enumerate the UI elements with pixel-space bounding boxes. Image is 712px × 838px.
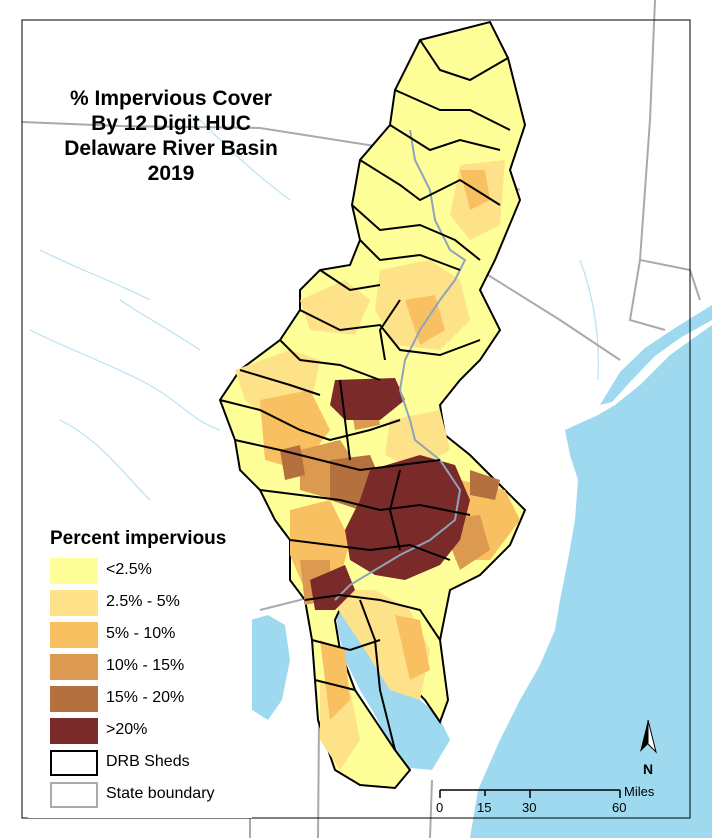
north-label: N [643, 761, 653, 777]
map-frame [21, 19, 691, 819]
legend-swatch [50, 654, 98, 680]
long-island-sound [600, 305, 712, 405]
legend-label: 10% - 15% [106, 657, 185, 674]
scale-tick-15: 15 [477, 800, 491, 815]
map-title: % Impervious Cover By 12 Digit HUC Delaw… [36, 86, 306, 186]
scale-unit: Miles [624, 784, 655, 799]
legend-label: >20% [106, 721, 148, 738]
legend-item-15-to-20: 15% - 20% [50, 686, 250, 716]
legend-item-10-to-15: 10% - 15% [50, 654, 250, 684]
legend-swatch [50, 718, 98, 744]
delaware-river [334, 129, 467, 601]
legend-label: 15% - 20% [106, 689, 185, 706]
legend-swatch [50, 686, 98, 712]
scale-tick-0: 0 [436, 800, 443, 815]
legend-title: Percent impervious [50, 528, 227, 549]
legend-item-lt-2-5: <2.5% [50, 558, 250, 588]
title-line-1: % Impervious Cover [70, 87, 272, 110]
chesapeake-water [250, 615, 290, 720]
north-arrow-icon: N [640, 719, 657, 777]
legend: Percent impervious <2.5% 2.5% - 5% 5% - … [28, 520, 252, 818]
legend-label: DRB Sheds [106, 753, 190, 770]
title-line-4: 2019 [147, 162, 195, 185]
legend-swatch [50, 782, 98, 808]
legend-item-state-boundary: State boundary [50, 782, 250, 812]
legend-swatch [50, 558, 98, 584]
legend-swatch [50, 750, 98, 776]
legend-item-2-5-to-5: 2.5% - 5% [50, 590, 250, 620]
scale-tick-30: 30 [522, 800, 536, 815]
atlantic-ocean [470, 325, 712, 838]
streams [29, 119, 600, 501]
legend-label: State boundary [106, 785, 215, 802]
legend-swatch [50, 622, 98, 648]
title-line-3: Delaware River Basin [64, 137, 278, 160]
drb-sheds [219, 39, 511, 751]
scale-bar: 0 15 30 60 Miles [436, 784, 655, 815]
legend-swatch [50, 590, 98, 616]
legend-label: 2.5% - 5% [106, 593, 180, 610]
title-line-2: By 12 Digit HUC [91, 112, 251, 135]
legend-item-drb-sheds: DRB Sheds [50, 750, 250, 780]
legend-item-5-to-10: 5% - 10% [50, 622, 250, 652]
legend-label: <2.5% [106, 561, 152, 578]
legend-item-gt-20: >20% [50, 718, 250, 748]
scale-tick-60: 60 [612, 800, 626, 815]
legend-label: 5% - 10% [106, 625, 176, 642]
